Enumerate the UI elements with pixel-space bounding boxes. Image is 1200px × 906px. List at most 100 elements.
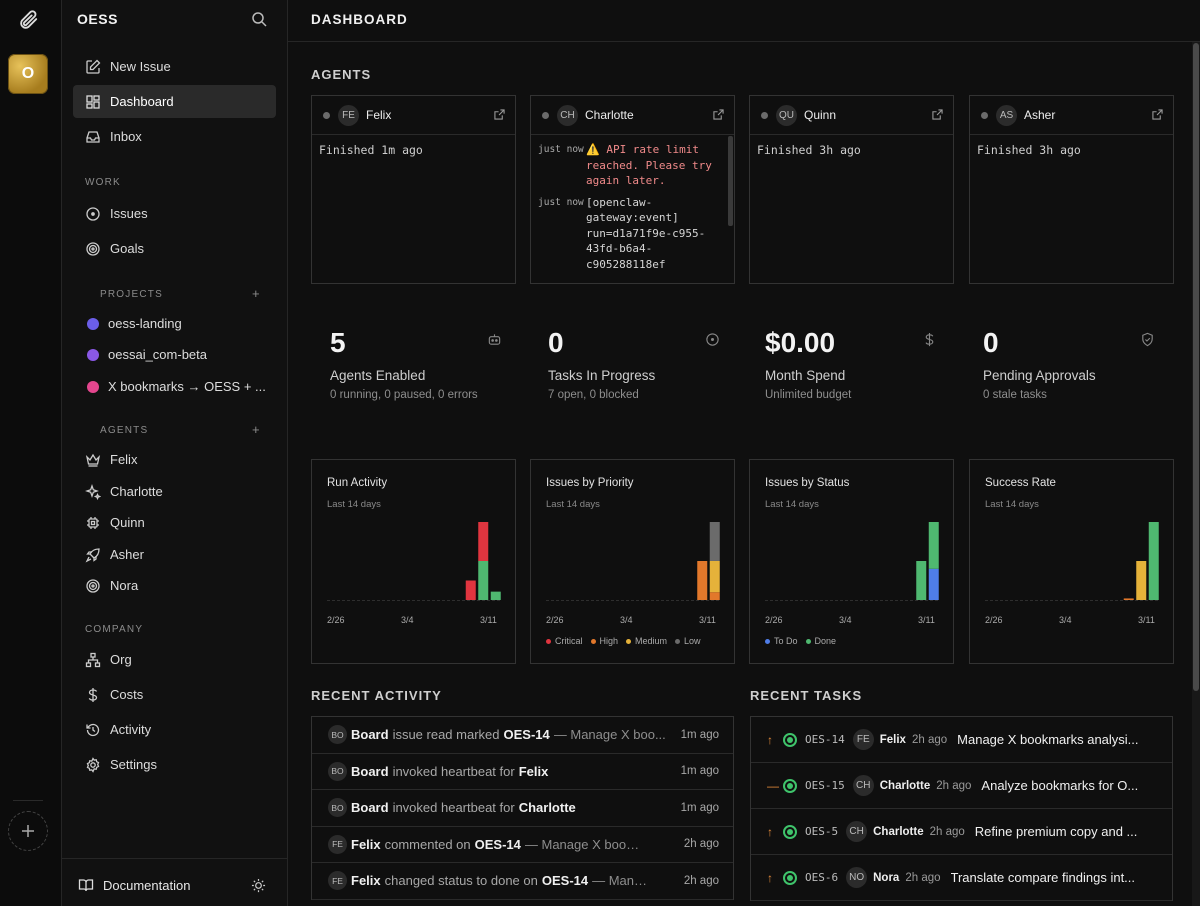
chart-subtitle: Last 14 days (985, 499, 1039, 510)
agent-card-header: QU Quinn (750, 96, 953, 135)
legend-item: Medium (626, 636, 667, 646)
paperclip-icon[interactable] (17, 9, 39, 31)
log-scrollbar[interactable] (728, 136, 733, 226)
agent-card-header: CH Charlotte (531, 96, 734, 135)
metric-label: Month Spend (765, 368, 846, 383)
task-row[interactable]: ↑ OES-14 FE Felix 2h ago Manage X bookma… (751, 717, 1172, 763)
target-icon (86, 241, 100, 256)
agent-card-charlotte[interactable]: CH Charlotte just now ⚠️ API rate limit … (530, 95, 735, 284)
external-link-icon[interactable] (932, 109, 943, 120)
agent-card-quinn[interactable]: QU Quinn Finished 3h ago (749, 95, 954, 284)
task-row[interactable]: ↑ OES-6 NO Nora 2h ago Translate compare… (751, 855, 1172, 901)
sidebar-agent-charlotte[interactable]: Charlotte (73, 475, 276, 508)
nav-activity[interactable]: Activity (73, 713, 276, 746)
chart-title: Success Rate (985, 477, 1056, 489)
plus-icon (22, 825, 34, 837)
scrollbar-thumb[interactable] (1193, 43, 1199, 691)
legend-item: Low (675, 636, 701, 646)
sidebar-agent-quinn[interactable]: Quinn (73, 506, 276, 539)
activity-target[interactable]: OES-14 (474, 836, 521, 852)
legend-label: Low (684, 636, 701, 646)
company-avatar[interactable]: O (8, 54, 48, 94)
activity-detail: — Manag... (592, 873, 653, 889)
nav-issues[interactable]: Issues (73, 197, 276, 230)
theme-toggle-sun-icon[interactable] (251, 878, 266, 893)
nav-costs[interactable]: Costs (73, 678, 276, 711)
search-icon[interactable] (251, 11, 267, 27)
log-message: [openclaw-gateway:event] run=d1a71f9e-c9… (586, 195, 706, 271)
activity-row[interactable]: BO Board issue read marked OES-14 — Mana… (312, 717, 733, 754)
bar-done (928, 522, 939, 569)
chart-legend: To Do Done (765, 636, 844, 646)
activity-row[interactable]: BO Board invoked heartbeat for Felix 1m … (312, 754, 733, 790)
add-agent-button[interactable]: + (252, 422, 260, 437)
metric-agents-enabled[interactable]: 5 Agents Enabled 0 running, 0 paused, 0 … (311, 305, 529, 425)
metric-subtext: 7 open, 0 blocked (548, 389, 639, 401)
log-timestamp: just now (538, 144, 584, 155)
section-label-agents: AGENTS (100, 425, 149, 436)
nav-settings[interactable]: Settings (73, 748, 276, 781)
external-link-icon[interactable] (713, 109, 724, 120)
chart-legend: Critical High Medium Low (546, 636, 709, 646)
activity-target[interactable]: OES-14 (503, 727, 550, 743)
project-oessai-com-beta[interactable]: oessai_com-beta (73, 338, 276, 371)
agent-card-asher[interactable]: AS Asher Finished 3h ago (969, 95, 1174, 284)
project-oess-landing[interactable]: oess-landing (73, 307, 276, 340)
nav-goals[interactable]: Goals (73, 232, 276, 265)
activity-row[interactable]: FE Felix commented on OES-14 — Manage X … (312, 827, 733, 863)
avatar: CH (852, 775, 874, 796)
nav-dashboard[interactable]: Dashboard (73, 85, 276, 118)
legend-swatch (765, 638, 770, 644)
sidebar-agent-nora[interactable]: Nora (73, 569, 276, 602)
avatar: FE (328, 871, 347, 891)
bar-mid (1136, 561, 1147, 600)
metric-value: 5 (330, 327, 346, 358)
task-time: 2h ago (929, 825, 965, 838)
nav-new-issue[interactable]: New Issue (73, 50, 276, 83)
agent-label: Quinn (110, 515, 145, 530)
project-x-bookmarks[interactable]: X bookmarks → OESS + ... (73, 370, 276, 403)
sidebar-agent-asher[interactable]: Asher (73, 538, 276, 571)
task-id: OES-14 (805, 733, 845, 746)
legend-label: To Do (774, 636, 798, 646)
main-content: DASHBOARD AGENTS FE Felix Finished 1m ag… (288, 0, 1200, 906)
main-scrollbar[interactable] (1192, 42, 1200, 906)
metric-month-spend[interactable]: $0.00 Month Spend Unlimited budget (746, 305, 964, 425)
agent-status-dot (761, 111, 768, 119)
sidebar-agent-felix[interactable]: Felix (73, 443, 276, 476)
task-row[interactable]: — OES-15 CH Charlotte 2h ago Analyze boo… (751, 763, 1172, 809)
task-row[interactable]: ↑ OES-5 CH Charlotte 2h ago Refine premi… (751, 809, 1172, 855)
activity-target[interactable]: Charlotte (518, 800, 576, 816)
metric-pending-approvals[interactable]: 0 Pending Approvals 0 stale tasks (964, 305, 1182, 425)
add-project-button[interactable]: + (252, 286, 260, 301)
bot-icon (488, 334, 501, 345)
legend-label: High (599, 636, 619, 646)
external-link-icon[interactable] (494, 109, 505, 120)
agent-status-text: Finished 3h ago (977, 143, 1081, 157)
avatar: NO (846, 867, 868, 888)
status-done-icon[interactable] (783, 870, 797, 885)
agent-card-felix[interactable]: FE Felix Finished 1m ago (311, 95, 516, 284)
nav-inbox[interactable]: Inbox (73, 120, 276, 153)
activity-row[interactable]: FE Felix changed status to done on OES-1… (312, 863, 733, 900)
status-done-icon[interactable] (783, 824, 797, 839)
chart-subtitle: Last 14 days (765, 499, 819, 510)
x-tick-label: 3/11 (480, 615, 497, 625)
legend-swatch (805, 638, 811, 644)
metric-value: 0 (983, 327, 999, 358)
activity-target[interactable]: Felix (518, 763, 549, 779)
task-time: 2h ago (911, 733, 948, 746)
add-company-button[interactable] (8, 811, 48, 851)
shield-icon (1142, 332, 1153, 347)
legend-swatch (590, 638, 596, 644)
status-done-icon[interactable] (783, 732, 797, 747)
activity-target[interactable]: OES-14 (541, 873, 589, 889)
nav-org[interactable]: Org (73, 643, 276, 676)
metric-tasks-in-progress[interactable]: 0 Tasks In Progress 7 open, 0 blocked (529, 305, 747, 425)
status-done-icon[interactable] (783, 778, 797, 793)
activity-row[interactable]: BO Board invoked heartbeat for Charlotte… (312, 790, 733, 827)
company-rail: O (0, 0, 62, 906)
chart-title: Issues by Status (765, 477, 850, 489)
documentation-link[interactable]: Documentation (78, 877, 190, 893)
external-link-icon[interactable] (1152, 109, 1163, 120)
